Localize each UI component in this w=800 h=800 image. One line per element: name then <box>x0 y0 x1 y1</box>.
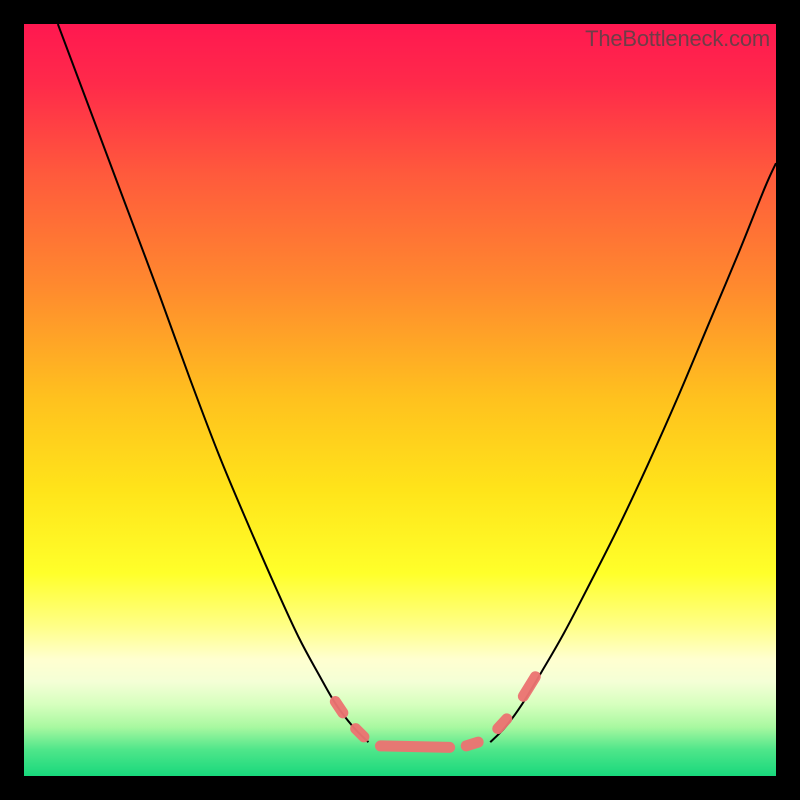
valley-dashed-overlay <box>335 677 535 748</box>
plot-area: TheBottleneck.com <box>24 24 776 776</box>
chart-frame: TheBottleneck.com <box>0 0 800 800</box>
curve-layer <box>24 24 776 776</box>
curve-left-branch <box>58 24 369 742</box>
curve-right-branch <box>490 163 776 742</box>
